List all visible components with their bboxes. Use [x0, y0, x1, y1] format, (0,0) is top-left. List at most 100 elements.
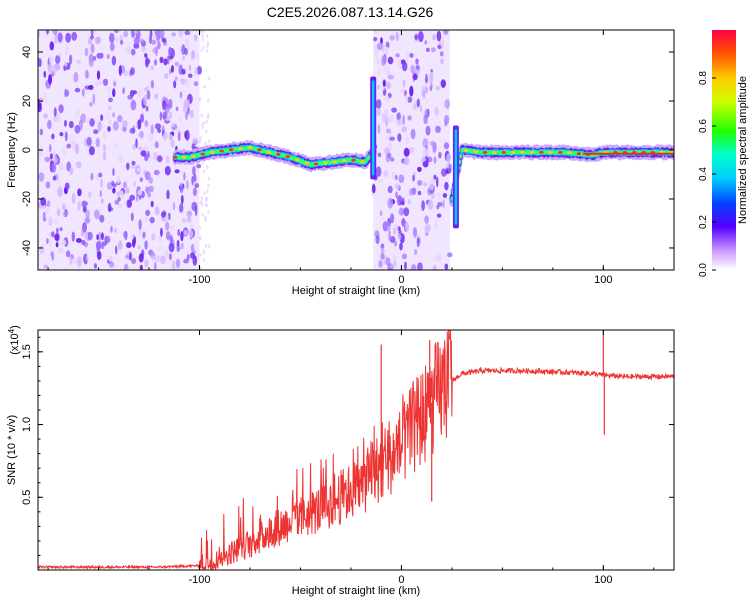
noise-speckle	[190, 243, 195, 253]
noise-speckle	[379, 210, 383, 216]
trace-hotspot	[229, 148, 234, 152]
noise-speckle	[153, 169, 160, 176]
noise-speckle	[66, 143, 71, 149]
noise-speckle	[196, 51, 199, 61]
noise-speckle	[45, 181, 51, 189]
noise-speckle	[425, 86, 429, 94]
noise-speckle	[112, 167, 115, 177]
noise-speckle	[138, 253, 144, 263]
noise-speckle	[169, 111, 172, 120]
trace-hotspot	[510, 151, 516, 154]
noise-speckle	[388, 74, 394, 80]
noise-speckle	[154, 93, 159, 100]
noise-speckle	[180, 231, 184, 242]
noise-speckle	[55, 55, 61, 65]
noise-speckle	[403, 157, 410, 166]
noise-speckle	[137, 146, 143, 151]
noise-speckle	[163, 131, 168, 141]
noise-speckle	[144, 87, 148, 92]
noise-speckle	[93, 129, 99, 135]
noise-speckle	[131, 258, 137, 264]
noise-speckle	[154, 123, 161, 130]
noise-speckle	[375, 166, 382, 177]
noise-speckle	[207, 176, 210, 181]
noise-speckle	[190, 50, 195, 61]
noise-speckle	[200, 200, 203, 205]
noise-speckle	[125, 45, 132, 56]
noise-speckle	[106, 182, 113, 190]
trace-hotspot	[294, 158, 300, 162]
noise-speckle	[440, 51, 444, 57]
noise-speckle	[169, 121, 176, 128]
noise-speckle	[119, 190, 124, 200]
noise-speckle	[428, 180, 434, 191]
noise-speckle	[75, 238, 82, 243]
noise-speckle	[83, 137, 87, 148]
noise-speckle	[417, 166, 422, 172]
colorbar-tick-label: 0.4	[698, 167, 709, 181]
noise-speckle	[104, 235, 111, 244]
noise-speckle	[424, 76, 428, 83]
noise-speckle	[100, 114, 104, 121]
noise-speckle	[433, 174, 437, 180]
noise-speckle	[175, 106, 179, 111]
noise-speckle	[417, 262, 423, 270]
noise-speckle	[60, 239, 67, 246]
noise-speckle	[416, 65, 420, 70]
noise-speckle	[185, 111, 188, 121]
noise-speckle	[417, 190, 422, 196]
noise-speckle	[95, 36, 101, 44]
noise-speckle	[401, 253, 407, 260]
noise-speckle	[445, 169, 449, 174]
noise-speckle	[84, 69, 89, 80]
noise-speckle	[164, 165, 171, 176]
noise-speckle	[194, 205, 198, 216]
noise-speckle	[404, 94, 408, 104]
noise-speckle	[147, 191, 152, 198]
noise-speckle	[86, 136, 92, 146]
noise-speckle	[158, 235, 163, 243]
noise-speckle	[163, 58, 168, 66]
noise-speckle	[398, 174, 405, 183]
noise-speckle	[181, 218, 186, 223]
noise-speckle	[189, 109, 194, 119]
noise-speckle	[136, 167, 141, 172]
noise-speckle	[69, 256, 73, 266]
trace-hotspot	[219, 149, 224, 153]
trace-hotspot	[492, 151, 497, 154]
noise-speckle	[206, 40, 210, 45]
x-tick-label: 0	[398, 274, 404, 286]
noise-speckle	[51, 251, 55, 261]
noise-speckle	[392, 259, 397, 268]
noise-speckle	[88, 191, 92, 198]
noise-speckle	[84, 85, 91, 90]
noise-speckle	[96, 52, 103, 59]
noise-speckle	[432, 34, 436, 41]
noise-speckle	[131, 164, 136, 169]
trace-hotspot	[529, 151, 535, 154]
noise-speckle	[395, 53, 400, 58]
noise-speckle	[75, 161, 82, 169]
noise-speckle	[168, 253, 172, 261]
snr-x-label: Height of straight line (km)	[292, 585, 420, 597]
noise-speckle	[126, 199, 131, 208]
noise-speckle	[109, 32, 115, 44]
noise-speckle	[64, 61, 68, 67]
trace-hotspot	[285, 155, 290, 159]
noise-speckle	[172, 260, 176, 270]
noise-speckle	[109, 42, 115, 52]
noise-speckle	[200, 122, 204, 127]
noise-speckle	[444, 181, 449, 191]
noise-speckle	[388, 230, 391, 241]
noise-speckle	[46, 200, 51, 208]
noise-speckle	[169, 235, 173, 243]
noise-speckle	[157, 246, 163, 251]
noise-speckle	[52, 175, 57, 181]
noise-speckle	[84, 232, 89, 240]
colorbar-axis: 0.0 0.2 0.4 0.6 0.8	[698, 71, 716, 277]
snr-series-line	[38, 330, 674, 570]
noise-speckle	[92, 56, 97, 61]
noise-speckle	[153, 151, 158, 161]
noise-speckle	[73, 71, 79, 83]
noise-speckle	[393, 227, 396, 236]
